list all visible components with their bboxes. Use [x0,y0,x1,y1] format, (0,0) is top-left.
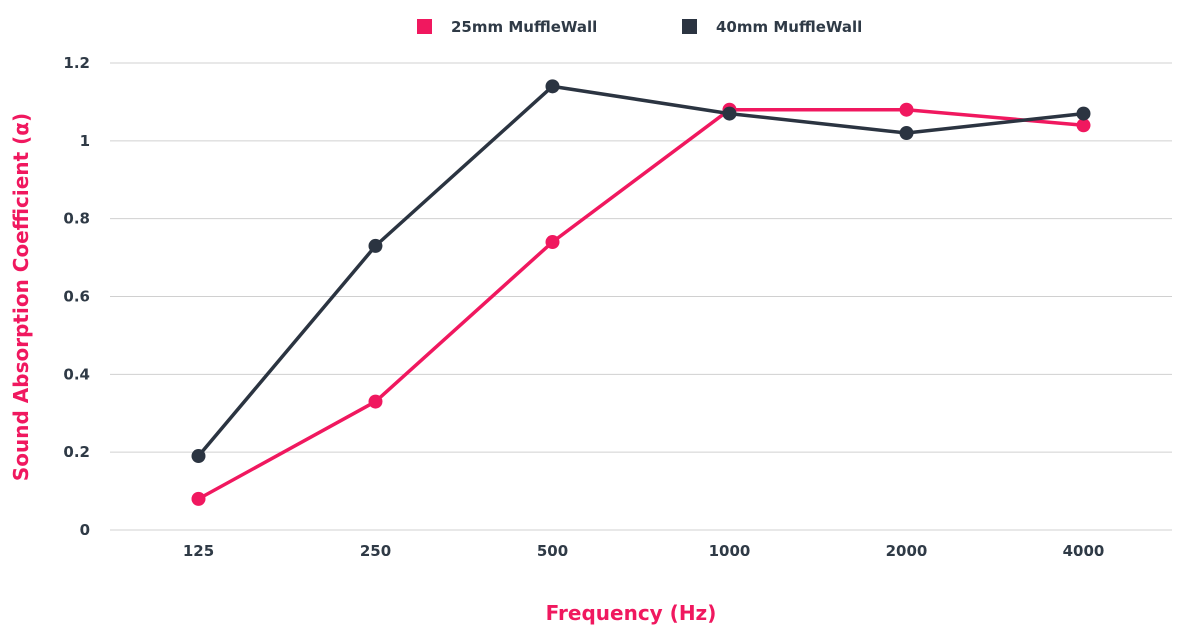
y-tick-label: 1 [80,132,90,150]
series-line [196,107,1086,501]
legend-swatch [682,19,697,34]
data-point [899,126,914,141]
x-tick-label: 4000 [1063,542,1105,560]
x-tick-label: 250 [360,542,391,560]
x-tick-label: 500 [537,542,568,560]
y-tick-label: 1.2 [63,54,90,72]
data-point [368,394,383,409]
y-tick-label: 0.2 [63,443,90,461]
data-point [545,235,560,250]
y-axis-ticks: 0 0.2 0.4 0.6 0.8 1 1.2 [63,54,90,539]
data-point [1076,106,1091,121]
y-tick-label: 0.6 [63,288,90,306]
y-tick-label: 0 [80,521,90,539]
legend-label: 25mm MuffleWall [451,18,597,36]
legend-label: 40mm MuffleWall [716,18,862,36]
x-axis-ticks: 125 250 500 1000 2000 4000 [183,542,1105,560]
data-point [545,79,560,94]
y-axis-title: Sound Absorption Coefficient (α) [9,113,33,481]
data-point [191,449,206,464]
x-tick-label: 125 [183,542,214,560]
data-point [191,491,206,506]
legend: 25mm MuffleWall 40mm MuffleWall [417,18,862,36]
series-2 [191,79,1091,464]
data-point [722,106,737,121]
series-1 [191,102,1091,506]
data-point [1076,118,1091,133]
y-tick-label: 0.8 [63,210,90,228]
x-tick-label: 1000 [709,542,751,560]
data-point [899,102,914,117]
data-point [368,238,383,253]
series-layer [191,79,1091,506]
x-tick-label: 2000 [886,542,928,560]
y-tick-label: 0.4 [63,365,90,383]
legend-swatch [417,19,432,34]
series-line [196,84,1086,458]
x-axis-title: Frequency (Hz) [546,601,717,625]
